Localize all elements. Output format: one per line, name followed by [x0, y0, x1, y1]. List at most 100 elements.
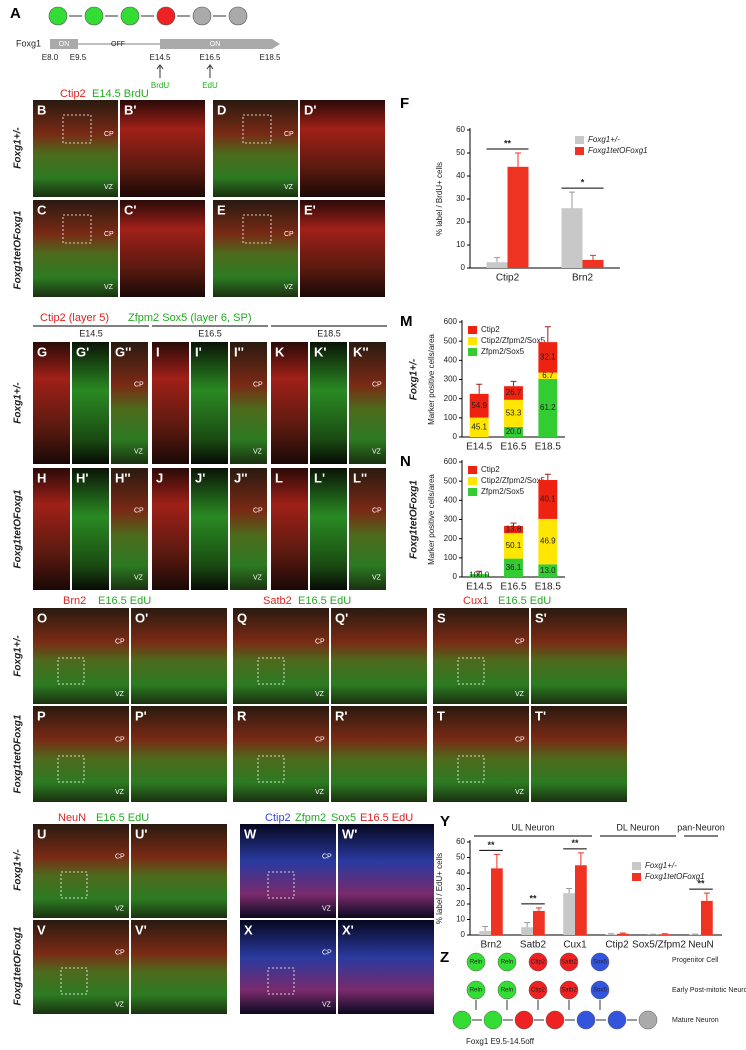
zone-label: VZ [284, 284, 294, 291]
micrograph [300, 200, 385, 297]
genotype-label: Foxg1+/- [13, 382, 24, 424]
bar-segment [469, 574, 489, 577]
zoom-box [267, 871, 295, 899]
panel-letter: J [156, 470, 163, 485]
panel-letter: G' [76, 344, 89, 359]
panel-letter: U [37, 826, 46, 841]
panel-letter: W' [342, 826, 357, 841]
stage: E9.5 [70, 53, 87, 62]
micrograph [240, 920, 336, 1014]
bar [486, 262, 508, 268]
panel-letter: K' [314, 344, 326, 359]
bar-segment [538, 372, 558, 379]
neuron [497, 952, 517, 972]
micrograph [233, 608, 329, 704]
stain: E14.5 BrdU [92, 88, 149, 100]
genotype-label: Foxg1tetOFoxg1 [13, 714, 24, 793]
legend-label: Ctip2/Zfpm2/Sox5 [481, 476, 546, 485]
bar [701, 900, 713, 935]
error-bar [535, 907, 542, 911]
zone-label: VZ [115, 1001, 125, 1008]
error-bar [577, 852, 584, 866]
legend-label: Zfpm2/Sox5 [481, 487, 525, 496]
panel-letter: B [37, 102, 46, 117]
stain: E16.5 EdU [98, 595, 151, 607]
panel-letter: L' [314, 470, 325, 485]
progenitor [607, 1010, 627, 1030]
legend-swatch [468, 326, 477, 334]
genotype-label: Foxg1tetOFoxg1 [13, 489, 24, 568]
panel-letter: I'' [234, 344, 244, 359]
panel-letter: V' [135, 922, 147, 937]
stage: E16.5 [200, 53, 221, 62]
genotype-label: Foxg1+/- [13, 849, 24, 891]
micrograph [349, 468, 386, 590]
neuron [497, 980, 517, 1000]
significance: ** [529, 893, 537, 903]
micrograph [33, 706, 129, 802]
x-tick-label: E18.5 [535, 582, 562, 593]
label-0: BrdU [151, 81, 169, 90]
bar-segment [469, 417, 489, 437]
micrograph [72, 468, 109, 590]
stain: Cux1 [463, 595, 489, 607]
micrograph [230, 342, 267, 464]
y-tick-label: 40 [456, 868, 465, 877]
panel-letter: X [244, 922, 253, 937]
micrograph [338, 920, 434, 1014]
micrograph [213, 100, 298, 197]
bar-segment [504, 426, 523, 437]
y-tick-label: 200 [444, 534, 458, 543]
y-tick-label: 400 [444, 495, 458, 504]
x-tick-label: Sox5/Zfpm2 [632, 940, 686, 951]
panel-letter: Y [440, 813, 450, 830]
stage-label: E16.5 [198, 328, 222, 338]
x-tick-label: E16.5 [500, 442, 527, 453]
x-tick-label: E16.5 [500, 582, 527, 593]
group-label: pan-Neuron [677, 822, 725, 832]
genotype-label: Foxg1+/- [13, 635, 24, 677]
y-tick-label: 0 [453, 432, 458, 441]
zone-label: CP [115, 638, 125, 645]
stage: E18.5 [260, 53, 281, 62]
genotype-label: Foxg1+/- [409, 358, 420, 400]
segment-label: 50.1 [506, 541, 522, 550]
panel-letter: Q [237, 610, 247, 625]
neuron [466, 980, 486, 1000]
bar-segment [504, 386, 523, 400]
progenitor [545, 1010, 565, 1030]
zone-label: CP [134, 382, 144, 389]
micrograph [33, 342, 70, 464]
zone-label: CP [284, 231, 294, 238]
stage: E14.5 [150, 53, 171, 62]
error-bar [493, 853, 500, 869]
y-tick-label: 300 [444, 375, 458, 384]
stain: Zfpm2 Sox5 (layer 6, SP) [128, 312, 252, 324]
zone-label: VZ [115, 691, 125, 698]
micrograph [111, 342, 148, 464]
stage-label: E14.5 [79, 328, 103, 338]
zoom-box [60, 871, 88, 899]
micrograph [433, 608, 529, 704]
legend-swatch [575, 147, 584, 155]
panel-letter: I' [195, 344, 202, 359]
micrograph [131, 824, 227, 918]
segment-label: 36.1 [506, 563, 522, 572]
zoom-box [257, 755, 285, 783]
micrograph [191, 468, 228, 590]
zone-label: CP [322, 950, 332, 957]
zoom-box [267, 967, 295, 995]
y-tick-label: 0 [453, 572, 458, 581]
panel-letter: R [237, 708, 247, 723]
micrograph [433, 706, 529, 802]
bar-segment [504, 558, 523, 577]
micrograph [33, 608, 129, 704]
bar [582, 259, 604, 268]
timeline-on [50, 39, 78, 49]
micrograph [310, 468, 347, 590]
legend-label: Foxg1tetOFoxg1 [588, 146, 648, 155]
panel-letter: M [400, 313, 413, 330]
legend-swatch [468, 488, 477, 496]
panel-letter: F [400, 95, 409, 112]
bar-segment [504, 399, 523, 427]
